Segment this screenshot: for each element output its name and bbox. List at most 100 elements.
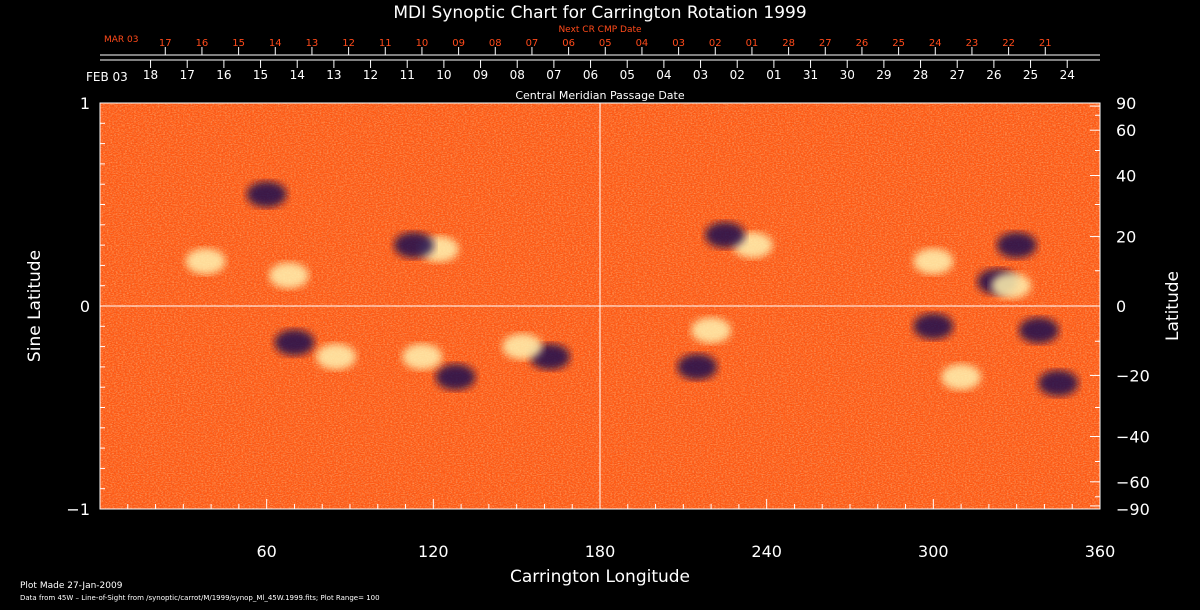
cmp-date-label: 31 (803, 68, 818, 82)
lat-tick-label: −60 (1116, 473, 1150, 492)
feature-negative-17 (913, 313, 954, 340)
next-date-label: 16 (196, 38, 209, 49)
cmp-date-label: 25 (1023, 68, 1038, 82)
plot-made-note: Plot Made 27-Jan-2009 (20, 581, 123, 591)
chart-title: MDI Synoptic Chart for Carrington Rotati… (393, 3, 806, 23)
next-date-label: 04 (636, 38, 649, 49)
next-date-label: 10 (416, 38, 429, 49)
cmp-date-label: 30 (840, 68, 855, 82)
next-date-label: 17 (159, 38, 172, 49)
lat-tick-label: 40 (1116, 167, 1136, 186)
next-date-label: 06 (562, 38, 575, 49)
feature-positive-10 (316, 343, 357, 370)
next-date-label: 05 (599, 38, 612, 49)
cmp-date-axis: FEB 03 18 17 16 15 14 13 12 11 10 09 08 07 06 05 04 03 02… (86, 59, 1100, 84)
x-tick-label: 120 (418, 542, 449, 561)
cmp-date-label: 03 (693, 68, 708, 82)
y-axis-label-right: Latitude (1163, 271, 1183, 341)
cmp-date-label: 15 (253, 68, 268, 82)
next-date-label: 25 (892, 38, 905, 49)
cmp-first-date-label: FEB 03 (86, 70, 128, 84)
lat-tick-label: −20 (1116, 366, 1150, 385)
cmp-date-label: 09 (473, 68, 488, 82)
right-axis: 90 60 40 20 0 −20 −40 −60 −90 (1090, 94, 1150, 519)
next-date-label: 26 (856, 38, 869, 49)
cmp-date-label: 05 (620, 68, 635, 82)
lat-tick-label: 0 (1116, 297, 1126, 316)
next-date-label: 07 (526, 38, 539, 49)
cmp-date-label: 01 (766, 68, 781, 82)
magnetic-features (185, 181, 1079, 397)
cmp-date-label: 07 (546, 68, 561, 82)
next-date-label: 27 (819, 38, 832, 49)
next-date-label: 13 (306, 38, 319, 49)
x-tick-label: 60 (256, 542, 276, 561)
feature-negative-9 (274, 329, 315, 356)
cmp-date-label: 27 (950, 68, 965, 82)
feature-negative-12 (677, 353, 718, 380)
feature-positive-3 (185, 248, 226, 275)
feature-positive-2 (268, 262, 309, 289)
left-axis: 1 0 −1 (66, 94, 110, 519)
next-date-label: 03 (672, 38, 685, 49)
cmp-date-label: 08 (510, 68, 525, 82)
x-tick-label: 180 (585, 542, 616, 561)
feature-negative-4 (246, 181, 287, 208)
feature-positive-6 (502, 333, 543, 360)
next-date-label: 11 (379, 38, 392, 49)
feature-negative-21 (996, 232, 1037, 259)
next-date-label: 14 (269, 38, 282, 49)
lat-tick-label: 20 (1116, 228, 1136, 247)
cmp-date-label: 29 (876, 68, 891, 82)
cmp-date-label: 04 (656, 68, 671, 82)
next-date-label: 21 (1039, 38, 1052, 49)
feature-positive-16 (991, 272, 1032, 299)
cmp-date-label: 18 (143, 68, 158, 82)
feature-positive-11 (691, 317, 732, 344)
lat-tick-label: 90 (1116, 94, 1136, 113)
bottom-axis: 60 120 180 240 300 360 (99, 499, 1116, 561)
plot-gridlines (100, 103, 1100, 509)
lat-tick-label: −90 (1116, 500, 1150, 519)
cmp-date-label: 02 (730, 68, 745, 82)
feature-negative-20 (1018, 317, 1059, 344)
y-tick-label: −1 (66, 500, 90, 519)
next-first-date-label: MAR 03 (104, 35, 139, 45)
next-date-label: 15 (232, 38, 245, 49)
cmp-date-label: 11 (400, 68, 415, 82)
y-tick-label: 1 (80, 94, 90, 113)
next-date-label: 09 (452, 38, 465, 49)
cmp-date-label: 17 (180, 68, 195, 82)
feature-positive-22 (913, 248, 954, 275)
cmp-date-label: 26 (986, 68, 1001, 82)
cmp-date-label: 14 (290, 68, 305, 82)
cmp-date-label: 28 (913, 68, 928, 82)
lat-tick-label: −40 (1116, 427, 1150, 446)
feature-negative-19 (1038, 370, 1079, 397)
next-date-label: 22 (1002, 38, 1015, 49)
x-tick-label: 360 (1085, 542, 1116, 561)
x-tick-label: 240 (751, 542, 782, 561)
cmp-date-label: 06 (583, 68, 598, 82)
next-date-label: 23 (966, 38, 979, 49)
feature-negative-1 (393, 232, 434, 259)
next-date-label: 08 (489, 38, 502, 49)
data-source-note: Data from 45W – Line-of-Sight from /syno… (20, 594, 380, 602)
next-date-label: 12 (342, 38, 355, 49)
feature-positive-8 (402, 343, 443, 370)
cmp-date-label: 10 (436, 68, 451, 82)
x-axis-label: Carrington Longitude (510, 567, 690, 587)
next-cr-label: Next CR CMP Date (558, 25, 642, 35)
next-date-label: 02 (709, 38, 722, 49)
next-date-label: 28 (782, 38, 795, 49)
feature-positive-18 (941, 364, 982, 391)
next-date-label: 24 (929, 38, 942, 49)
next-cmp-date-axis: MAR 03 17 16 15 14 13 12 11 10 09 08 07 06 05 04 03 02 01… (100, 35, 1100, 56)
cmp-date-label: 13 (326, 68, 341, 82)
cmp-axis-label: Central Meridian Passage Date (515, 89, 684, 102)
cmp-date-label: 24 (1060, 68, 1075, 82)
feature-negative-14 (705, 221, 745, 248)
cmp-date-label: 12 (363, 68, 378, 82)
y-tick-label: 0 (80, 297, 90, 316)
